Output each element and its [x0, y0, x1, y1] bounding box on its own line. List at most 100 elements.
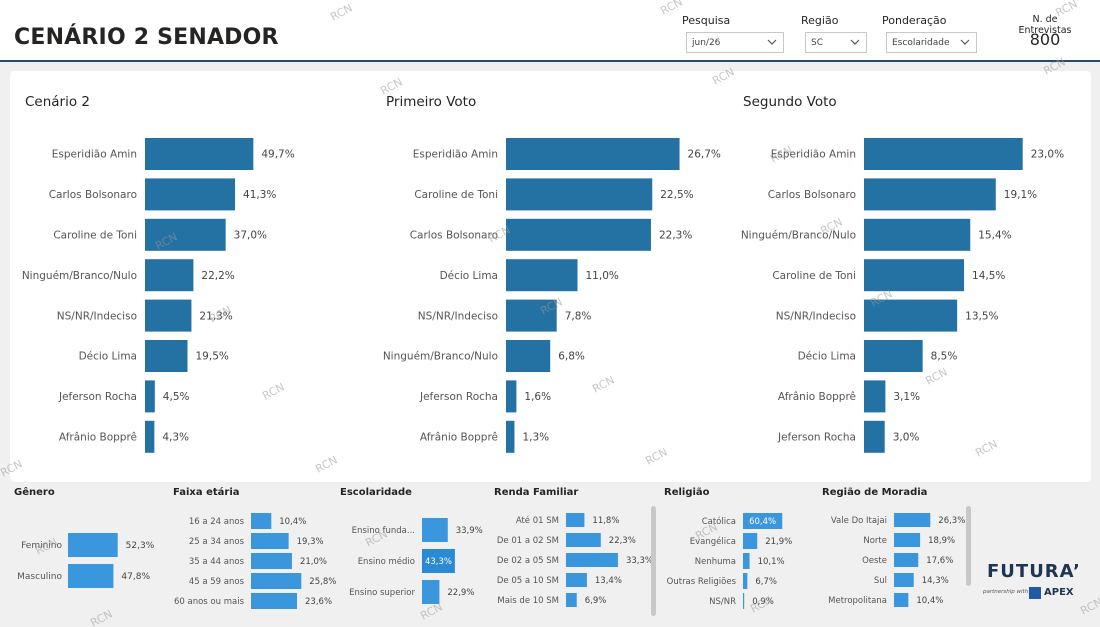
category-label-feminino: Feminino	[21, 541, 62, 551]
filter-label-pesquisa: Pesquisa	[682, 14, 731, 27]
bar-sul[interactable]	[894, 573, 914, 587]
chart-primeiro-voto: Esperidião Amin 26,7% Caroline de Toni 22,5…	[383, 138, 721, 453]
pesquisa-dropdown[interactable]: jun/26	[686, 32, 784, 53]
ponderacao-dropdown[interactable]: Escolaridade	[886, 32, 977, 53]
pesquisa-value: jun/26	[692, 38, 721, 48]
bar-ensino-medio[interactable]	[422, 549, 455, 573]
data-label-45-a-59-anos: 25,8%	[309, 577, 336, 587]
bar-evangelica[interactable]	[743, 533, 758, 549]
bar-ensino-funda[interactable]	[422, 518, 448, 542]
data-label-ninguem-branco-nulo: 15,4%	[978, 229, 1011, 241]
bar-outras-religioes[interactable]	[743, 573, 748, 589]
bar-esperidiao-amin[interactable]	[864, 138, 1023, 170]
bar-de-02-a-05-sm[interactable]	[566, 553, 618, 567]
regiao-scrollbar[interactable]	[966, 506, 971, 586]
bar-ns-nr[interactable]	[743, 593, 745, 609]
chart-renda-familiar: Até 01 SM 11,8% De 01 a 02 SM 22,3% De 02 a …	[497, 513, 653, 607]
data-label-afranio-boppre: 4,3%	[162, 431, 189, 443]
category-label-norte: Norte	[863, 536, 887, 546]
partnership-text: partnership with	[983, 589, 1029, 595]
filter-label-regiao: Região	[801, 14, 839, 27]
bar-caroline-de-toni[interactable]	[145, 218, 226, 251]
data-label-caroline-de-toni: 22,5%	[660, 189, 693, 201]
bar-caroline-de-toni[interactable]	[864, 259, 965, 292]
category-label-caroline-de-toni: Caroline de Toni	[53, 229, 137, 241]
bar-oeste[interactable]	[894, 553, 919, 567]
data-label-nenhuma: 10,1%	[758, 557, 785, 567]
segment-title-escolaridade: Escolaridade	[340, 487, 412, 498]
bar-carlos-bolsonaro[interactable]	[864, 178, 996, 211]
category-label-afranio-boppre: Afrânio Bopprê	[59, 431, 137, 443]
data-label-outras-religioes: 6,7%	[755, 577, 777, 587]
category-label-afranio-boppre: Afrânio Bopprê	[420, 431, 498, 443]
bar-esperidiao-amin[interactable]	[506, 138, 680, 170]
category-label-de-05-a-10-sm: De 05 a 10 SM	[497, 576, 559, 586]
data-label-ensino-medio: 43,3%	[425, 557, 452, 567]
futura-logo: FUTURA’	[987, 561, 1081, 582]
bar-caroline-de-toni[interactable]	[506, 178, 653, 211]
bar-de-05-a-10-sm[interactable]	[566, 573, 587, 587]
category-label-35-a-44-anos: 35 a 44 anos	[189, 557, 245, 567]
category-label-oeste: Oeste	[862, 556, 887, 566]
bar-afranio-boppre[interactable]	[145, 420, 155, 453]
apex-logo-icon	[1029, 587, 1041, 599]
bar-carlos-bolsonaro[interactable]	[145, 178, 236, 211]
bar-decio-lima[interactable]	[506, 259, 578, 292]
bar-decio-lima[interactable]	[145, 340, 188, 372]
category-label-de-01-a-02-sm: De 01 a 02 SM	[497, 536, 559, 546]
bar-25-a-34-anos[interactable]	[251, 533, 289, 549]
bar-metropolitana[interactable]	[894, 593, 909, 607]
entrevistas-value: 800	[1029, 30, 1061, 49]
bar-carlos-bolsonaro[interactable]	[506, 218, 651, 251]
chart-segundo-voto: Esperidião Amin 23,0% Carlos Bolsonaro 19,1…	[741, 138, 1064, 453]
data-label-carlos-bolsonaro: 19,1%	[1004, 189, 1037, 201]
category-label-45-a-59-anos: 45 a 59 anos	[189, 577, 245, 587]
data-label-esperidiao-amin: 23,0%	[1031, 149, 1064, 161]
bar-nenhuma[interactable]	[743, 553, 750, 569]
bar-ninguem-branco-nulo[interactable]	[145, 259, 194, 292]
data-label-carlos-bolsonaro: 22,3%	[659, 229, 692, 241]
bar-ate-01-sm[interactable]	[566, 513, 585, 527]
bar-norte[interactable]	[894, 533, 921, 547]
category-label-ninguem-branco-nulo: Ninguém/Branco/Nulo	[22, 270, 137, 282]
bar-16-a-24-anos[interactable]	[251, 513, 272, 529]
bar-ninguem-branco-nulo[interactable]	[864, 218, 971, 251]
bar-ninguem-branco-nulo[interactable]	[506, 340, 551, 372]
bar-45-a-59-anos[interactable]	[251, 573, 302, 589]
bar-afranio-boppre[interactable]	[506, 420, 515, 453]
bar-vale-do-itajai[interactable]	[894, 513, 931, 527]
bar-feminino[interactable]	[68, 533, 118, 557]
bar-jeferson-rocha[interactable]	[864, 420, 885, 453]
bar-35-a-44-anos[interactable]	[251, 553, 292, 569]
bar-ns-nr-indeciso[interactable]	[145, 299, 192, 332]
apex-logo-text: APEX	[1044, 587, 1074, 598]
category-label-ensino-superior: Ensino superior	[349, 588, 415, 598]
bar-mais-de-10-sm[interactable]	[566, 593, 577, 607]
bar-catolica[interactable]	[743, 513, 783, 529]
bar-ns-nr-indeciso[interactable]	[506, 299, 557, 332]
data-label-jeferson-rocha: 3,0%	[893, 431, 920, 443]
bar-esperidiao-amin[interactable]	[145, 138, 254, 170]
data-label-norte: 18,9%	[928, 536, 955, 546]
data-label-de-05-a-10-sm: 13,4%	[595, 576, 622, 586]
data-label-metropolitana: 10,4%	[916, 596, 943, 606]
category-label-de-02-a-05-sm: De 02 a 05 SM	[497, 556, 559, 566]
data-label-vale-do-itajai: 26,3%	[938, 516, 965, 526]
bar-decio-lima[interactable]	[864, 340, 923, 372]
bar-ns-nr-indeciso[interactable]	[864, 299, 958, 332]
bar-masculino[interactable]	[68, 564, 114, 588]
bar-ensino-superior[interactable]	[422, 580, 440, 604]
bar-60-anos-ou-mais[interactable]	[251, 593, 298, 609]
regiao-dropdown[interactable]: SC	[805, 32, 867, 53]
renda-scrollbar[interactable]	[651, 506, 656, 616]
bar-de-01-a-02-sm[interactable]	[566, 533, 601, 547]
category-label-ninguem-branco-nulo: Ninguém/Branco/Nulo	[383, 351, 498, 363]
data-label-catolica: 60,4%	[749, 517, 776, 527]
bar-jeferson-rocha[interactable]	[506, 380, 517, 413]
segment-title-genero: Gênero	[14, 487, 55, 498]
data-label-caroline-de-toni: 14,5%	[972, 270, 1005, 282]
category-label-outras-religioes: Outras Religiões	[667, 577, 737, 587]
data-label-de-02-a-05-sm: 33,3%	[626, 556, 653, 566]
bar-afranio-boppre[interactable]	[864, 380, 886, 413]
bar-jeferson-rocha[interactable]	[145, 380, 155, 413]
